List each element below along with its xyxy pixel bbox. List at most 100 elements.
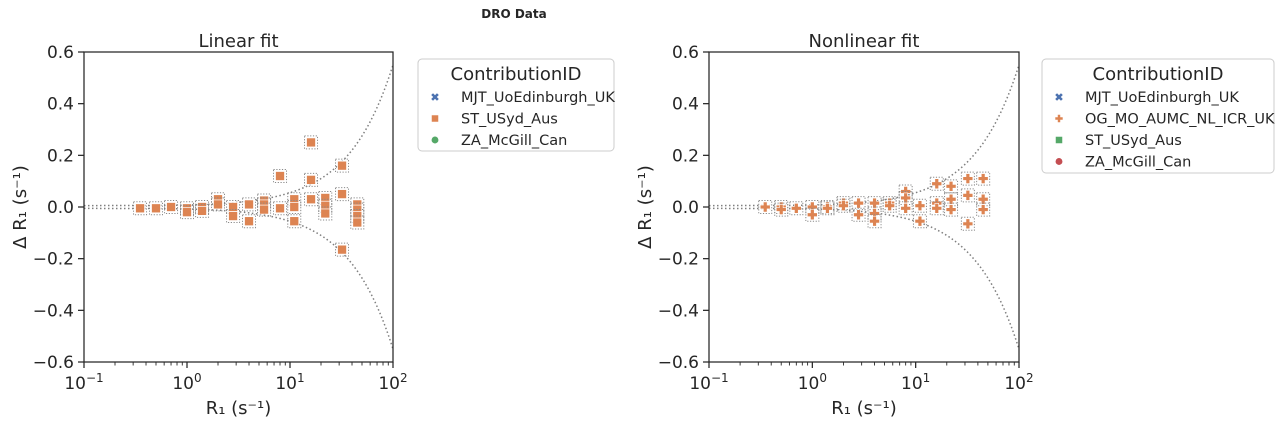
legend-title: ContributionID: [1093, 64, 1224, 85]
data-point: [135, 203, 145, 214]
data-point: [228, 202, 238, 212]
data-point: [775, 204, 787, 215]
panel-title: Linear fit: [198, 31, 278, 52]
data-point-outline: [774, 202, 789, 217]
y-tick-label: −0.6: [658, 353, 699, 373]
data-point-outline: [211, 197, 226, 212]
x-axis-label: R₁ (s⁻¹): [831, 398, 897, 419]
data-point-outline: [882, 198, 897, 213]
data-point-outline: [944, 192, 959, 207]
data-point-outline: [976, 192, 991, 207]
data-point-outline: [944, 179, 959, 194]
data-point-outline: [226, 209, 241, 224]
y-tick-label: 0.0: [47, 198, 74, 218]
data-point: [259, 204, 269, 215]
data-point-outline: [912, 198, 927, 213]
legend-marker: [1055, 93, 1063, 101]
x-tick-exponent: 2: [400, 371, 408, 385]
data-point-outline: [867, 196, 882, 211]
legend-label: MJT_UoEdinburgh_UK: [461, 90, 615, 106]
data-point-outline: [180, 205, 194, 220]
data-point-outline: [318, 198, 333, 213]
data-point-outline: [148, 201, 163, 216]
data-point-outline: [867, 206, 882, 221]
data-point-outline: [318, 206, 333, 221]
data-point-outline: [335, 187, 350, 202]
x-tick-label: 10−1: [689, 371, 728, 394]
data-point: [306, 175, 316, 185]
x-axis-label: R₁ (s⁻¹): [206, 398, 272, 419]
data-point: [962, 173, 974, 184]
data-point-outline: [257, 193, 272, 208]
panel-nonlinear-fit: 0.60.40.20.0−0.2−0.4−0.610−1 100 101 102Non…: [635, 31, 1275, 419]
legend-marker: [1055, 158, 1063, 165]
x-tick-base: 10: [64, 374, 86, 394]
y-tick-label: 0.6: [672, 43, 699, 63]
legend-title: ContributionID: [451, 64, 582, 85]
y-axis-label: Δ R₁ (s⁻¹): [10, 165, 31, 249]
data-point: [151, 203, 161, 214]
data-point-outline: [898, 201, 913, 216]
legend: ContributionID MJT_UoEdinburgh_UK OG_MO_AU…: [1041, 58, 1275, 174]
data-point: [807, 209, 818, 221]
data-point: [977, 173, 989, 184]
legend-marker: [431, 136, 439, 144]
data-point-outline: [226, 200, 241, 214]
plot-frame: [708, 51, 1020, 363]
x-tick-exponent: −1: [86, 371, 104, 385]
data-point-outline: [867, 214, 882, 229]
data-point-outline: [976, 171, 991, 186]
y-tick-label: −0.6: [33, 353, 74, 373]
data-point: [306, 137, 316, 148]
data-point-outline: [195, 200, 210, 214]
data-point: [337, 244, 347, 255]
x-tick-base: 10: [378, 374, 400, 394]
legend-box: [417, 58, 615, 152]
data-point-outline: [273, 201, 288, 216]
y-tick-label: 0.6: [47, 43, 74, 63]
legend-box: [1041, 58, 1275, 174]
data-point: [838, 200, 849, 212]
data-point-outline: [164, 200, 179, 214]
legend-label: ST_USyd_Aus: [1085, 133, 1182, 149]
data-point-outline: [758, 200, 773, 214]
legend-marker: [431, 93, 439, 101]
data-point-outline: [304, 192, 319, 207]
data-point-outline: [304, 135, 319, 150]
data-point-outline: [242, 214, 257, 229]
data-point-outline: [350, 215, 365, 230]
legend-label: ST_USyd_Aus: [461, 112, 558, 128]
data-point-outline: [287, 200, 302, 214]
data-point-outline: [805, 207, 820, 222]
bound-curve-upper: [84, 64, 393, 207]
x-tick-exponent: 2: [1026, 371, 1034, 385]
x-tick-base: 10: [901, 374, 923, 394]
plot-frame: [83, 51, 394, 363]
x-tick-exponent: 1: [297, 371, 305, 385]
data-point-outline: [976, 202, 991, 217]
data-point: [900, 202, 911, 214]
data-point-outline: [820, 200, 835, 214]
data-point: [320, 208, 331, 219]
data-point: [945, 193, 957, 205]
data-point: [931, 202, 943, 214]
legend-marker: [1054, 114, 1064, 123]
data-point: [884, 200, 895, 212]
data-point: [228, 211, 238, 221]
y-tick-label: −0.4: [658, 301, 699, 321]
x-tick-label: 102: [378, 371, 407, 394]
x-tick-label: 102: [1004, 371, 1033, 394]
bound-curve-lower: [84, 207, 393, 350]
data-point: [869, 197, 880, 209]
data-point-outline: [242, 197, 257, 212]
bound-curve-lower: [709, 207, 1019, 350]
data-point-outline: [273, 169, 288, 183]
data-point-outline: [912, 214, 927, 229]
bound-curve-upper: [709, 64, 1019, 207]
data-point: [289, 202, 300, 212]
data-point: [182, 207, 192, 218]
data-point: [275, 203, 285, 214]
x-tick-base: 10: [689, 374, 711, 394]
x-tick-base: 10: [798, 374, 820, 394]
